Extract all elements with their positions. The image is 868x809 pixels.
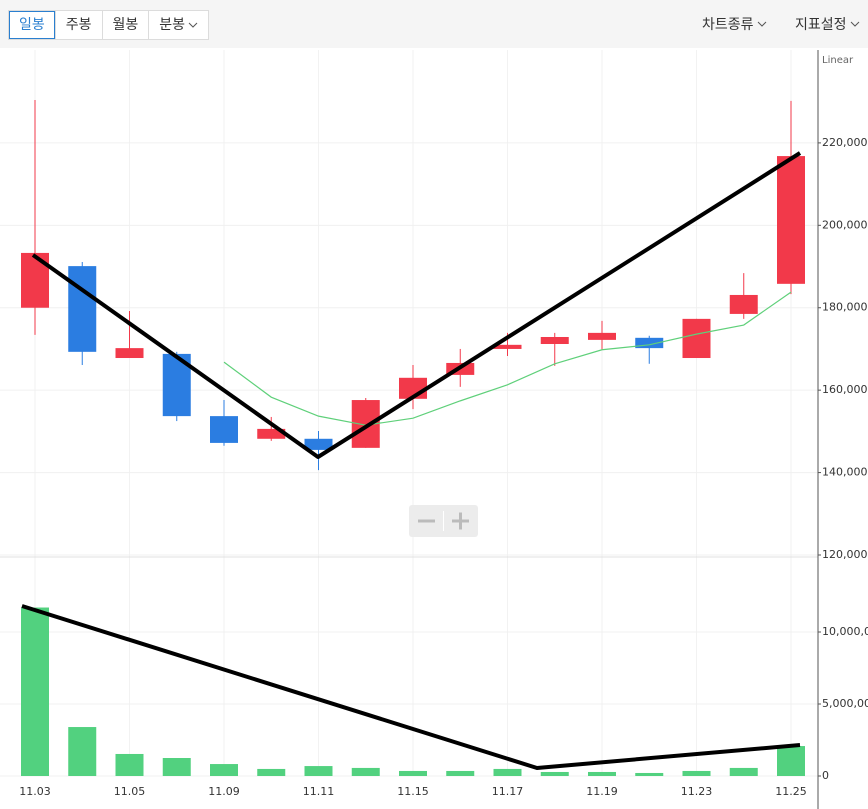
menu-label: 차트종류 [702, 17, 754, 33]
chart: Linear 120,000 140,000 160,000 180,000 200,0… [0, 50, 868, 809]
volume-bar [588, 771, 616, 776]
y-tick-label: 5,000,000 [822, 697, 868, 710]
candle-body [682, 318, 711, 359]
tab-label: 일봉 [19, 17, 45, 33]
x-tick-label: 11.19 [586, 785, 618, 798]
x-tick-label: 11.17 [492, 785, 524, 798]
menu[interactable]: 지표설정 [795, 14, 860, 34]
volume-bar [399, 770, 427, 776]
candle-body [729, 294, 758, 314]
volume-bar [493, 768, 522, 776]
tab[interactable]: 월봉 [101, 11, 149, 39]
candle-body [635, 337, 664, 349]
candle-body [777, 156, 805, 284]
zoom-in[interactable] [452, 512, 469, 530]
volume-bar [115, 753, 144, 776]
grid [0, 50, 818, 777]
volume-bar [21, 607, 49, 776]
chevron [757, 21, 766, 27]
volume-bar [540, 771, 569, 776]
y-tick-label: 200,000 [822, 218, 868, 231]
volume-bar [682, 770, 711, 776]
drawn-trendline [21, 604, 801, 770]
candle-body [304, 438, 333, 450]
candle-body [493, 344, 522, 349]
toolbar: 일봉 주봉 월봉 분봉 차트종류 지표설정 [0, 0, 868, 48]
x-tick-label: 11.23 [681, 785, 713, 798]
candle-body [210, 416, 238, 443]
volume-bar [162, 758, 191, 776]
chevron [188, 22, 198, 28]
volume-bar [304, 766, 333, 776]
chevron [850, 21, 859, 27]
volume-bar [210, 764, 238, 776]
zoom-control [409, 505, 478, 537]
volume-bar [635, 772, 664, 776]
volume-bar [351, 767, 380, 776]
menu[interactable]: 차트종류 [702, 14, 767, 34]
volume-bar [68, 727, 97, 776]
tab[interactable]: 분봉 [148, 11, 208, 39]
y-tick-label: 140,000 [822, 466, 868, 479]
scale-label: Linear [822, 55, 854, 66]
y-tick-label: 120,000 [822, 548, 868, 561]
tab-label: 월봉 [112, 17, 139, 33]
candle-body [115, 348, 144, 359]
tab-label: 주봉 [65, 17, 92, 33]
zoom-icons [418, 511, 469, 531]
moving-average-line [223, 291, 792, 426]
y-tick-label: 0 [822, 769, 829, 782]
x-tick-label: 11.15 [397, 785, 429, 798]
candle-body [257, 428, 286, 439]
volume-bar [257, 768, 286, 776]
tab-label: 분봉 [159, 17, 186, 33]
candle-body [588, 332, 616, 340]
x-tick-label: 11.25 [775, 785, 807, 798]
candle-body [540, 336, 569, 345]
tab[interactable]: 일봉 [9, 11, 55, 39]
y-tick-label: 160,000 [822, 383, 868, 396]
y-tick-label: 180,000 [822, 301, 868, 314]
x-tick-label: 11.03 [19, 785, 51, 798]
y-tick-label: 220,000 [822, 136, 868, 149]
tab[interactable]: 주봉 [54, 11, 102, 39]
x-tick-label: 11.09 [208, 785, 240, 798]
volume-bar [446, 770, 475, 776]
menu-label: 지표설정 [795, 17, 847, 33]
drawn-trendline [31, 151, 802, 459]
candle-body [68, 266, 97, 352]
period-tabs: 일봉 주봉 월봉 분봉 [8, 10, 210, 40]
x-tick-label: 11.05 [114, 785, 146, 798]
x-tick-label: 11.11 [303, 785, 335, 798]
volume-bar [729, 767, 758, 776]
y-tick-label: 10,000,000 [822, 625, 868, 638]
volume-bar [777, 746, 805, 776]
